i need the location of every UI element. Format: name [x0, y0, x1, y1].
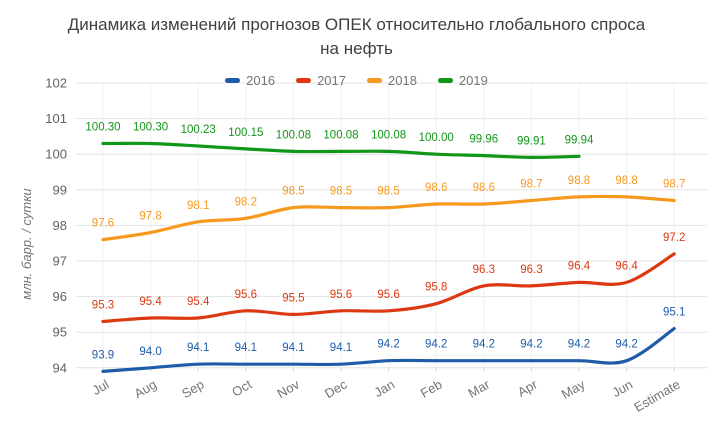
data-label-2019: 100.30	[133, 122, 168, 134]
x-tick-label: Nov	[274, 376, 302, 401]
data-label-2016: 94.1	[330, 342, 352, 354]
data-label-2019: 99.94	[565, 134, 594, 146]
data-label-2017: 95.6	[330, 289, 352, 301]
data-label-2016: 93.9	[92, 349, 114, 361]
data-label-2019: 99.91	[517, 135, 546, 147]
data-label-2016: 94.0	[139, 346, 161, 358]
legend-label: 2018	[388, 73, 417, 88]
x-tick-label: Aug	[132, 377, 160, 402]
data-label-2018: 98.7	[520, 178, 542, 190]
data-label-2017: 96.3	[473, 264, 495, 276]
y-tick-label: 97	[53, 254, 67, 269]
y-tick-label: 96	[53, 289, 67, 304]
legend-label: 2019	[458, 73, 488, 88]
x-tick-label: Sep	[179, 377, 207, 402]
data-label-2019: 100.15	[228, 127, 263, 139]
y-tick-label: 99	[53, 182, 67, 197]
chart-title: Динамика изменений прогнозов ОПЕК относи…	[0, 13, 713, 61]
data-label-2017: 95.4	[139, 296, 162, 308]
data-label-2018: 98.5	[282, 186, 304, 198]
data-label-2016: 94.2	[425, 339, 447, 351]
data-label-2017: 95.8	[425, 282, 447, 294]
y-tick-label: 102	[45, 76, 67, 91]
data-label-2019: 100.30	[85, 122, 120, 134]
legend-item-2016: 2016	[225, 73, 275, 88]
x-tick-label: Dec	[322, 376, 350, 401]
data-label-2016: 94.2	[615, 339, 637, 351]
x-tick-label: Apr	[515, 376, 541, 399]
data-label-2018: 97.8	[139, 211, 161, 223]
data-label-2019: 100.08	[371, 129, 406, 141]
data-label-2019: 100.08	[276, 129, 311, 141]
data-label-2017: 96.3	[520, 264, 542, 276]
data-label-2018: 98.8	[615, 175, 637, 187]
y-tick-label: 95	[53, 325, 67, 340]
x-tick-label: Estimate	[631, 377, 682, 415]
data-label-2017: 95.3	[92, 300, 114, 312]
y-tick-label: 101	[45, 111, 67, 126]
data-label-2018: 98.6	[425, 182, 447, 194]
data-label-2017: 95.6	[235, 289, 257, 301]
y-tick-label: 100	[45, 147, 67, 162]
data-label-2019: 100.23	[181, 124, 216, 136]
series-line-2018	[101, 194, 676, 242]
series-line-2017	[101, 252, 676, 324]
data-label-2017: 95.4	[187, 296, 210, 308]
legend-swatch-icon	[437, 78, 453, 83]
data-label-2019: 100.08	[323, 129, 358, 141]
series-line-2016	[101, 327, 676, 373]
legend-item-2018: 2018	[367, 73, 417, 88]
data-label-2017: 97.2	[663, 232, 685, 244]
data-label-2016: 94.2	[473, 339, 495, 351]
x-tick-label: Mar	[465, 376, 492, 401]
data-label-2017: 95.5	[282, 292, 304, 304]
data-label-2019: 100.00	[419, 132, 454, 144]
legend-label: 2017	[317, 73, 346, 88]
data-label-2016: 95.1	[663, 307, 685, 319]
legend-swatch-icon	[225, 78, 241, 83]
data-label-2018: 98.8	[568, 175, 590, 187]
chart-legend: 2016 2017 2018 2019	[0, 73, 713, 88]
data-label-2016: 94.2	[377, 339, 399, 351]
chart-title-line1: Динамика изменений прогнозов ОПЕК относи…	[67, 15, 646, 34]
x-tick-label: Feb	[418, 377, 445, 401]
x-tick-label: Jul	[90, 377, 112, 398]
legend-item-2017: 2017	[296, 73, 346, 88]
y-tick-label: 94	[53, 360, 67, 375]
data-label-2018: 98.7	[663, 178, 685, 190]
legend-label: 2016	[246, 73, 276, 88]
data-label-2016: 94.1	[282, 342, 304, 354]
y-tick-label: 98	[53, 218, 67, 233]
legend-swatch-icon	[296, 78, 312, 83]
data-label-2016: 94.1	[235, 342, 257, 354]
x-tick-label: May	[559, 376, 588, 402]
chart-title-line2: на нефть	[320, 39, 393, 58]
data-label-2017: 96.4	[568, 260, 591, 272]
data-label-2019: 99.96	[469, 134, 498, 146]
data-label-2018: 98.5	[377, 186, 399, 198]
data-label-2018: 98.2	[235, 196, 257, 208]
y-axis-title: млн. барр. / сутки	[19, 188, 34, 299]
series-line-2019	[101, 141, 581, 160]
legend-swatch-icon	[367, 78, 382, 83]
data-label-2018: 98.5	[330, 186, 352, 198]
legend-item-2019: 2019	[437, 73, 488, 88]
x-tick-label: Oct	[229, 376, 254, 399]
data-label-2018: 98.1	[187, 200, 209, 212]
data-label-2018: 97.6	[92, 218, 114, 230]
x-tick-label: Jan	[371, 377, 397, 400]
data-label-2018: 98.6	[473, 182, 495, 194]
data-label-2016: 94.1	[187, 342, 209, 354]
data-label-2017: 95.6	[377, 289, 399, 301]
data-label-2016: 94.2	[568, 339, 590, 351]
x-tick-label: Jun	[609, 377, 635, 400]
data-label-2017: 96.4	[615, 260, 638, 272]
data-label-2016: 94.2	[520, 339, 542, 351]
